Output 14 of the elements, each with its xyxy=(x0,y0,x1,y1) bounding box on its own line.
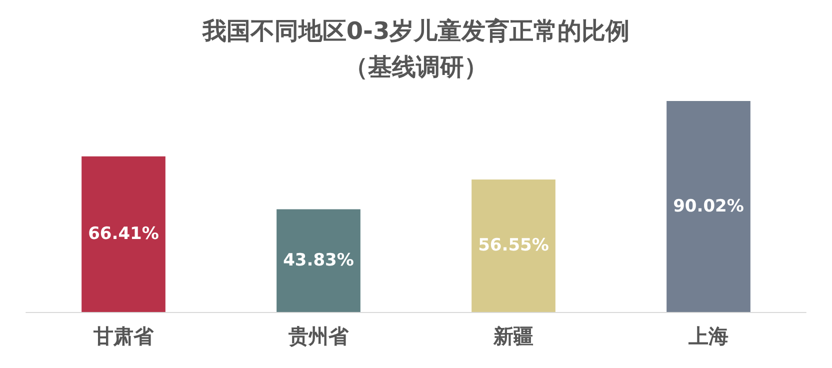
bar xyxy=(82,156,166,312)
x-tick-label: 甘肃省 xyxy=(92,324,154,348)
x-tick-label: 上海 xyxy=(688,324,728,348)
chart-title: 我国不同地区0-3岁儿童发育正常的比例 xyxy=(201,17,630,45)
bar xyxy=(666,101,750,312)
x-tick-label: 贵州省 xyxy=(288,324,350,348)
data-label: 66.41% xyxy=(88,224,159,244)
data-label: 43.83% xyxy=(283,250,354,271)
bar xyxy=(472,179,556,312)
data-label: 56.55% xyxy=(478,236,549,256)
bar xyxy=(276,209,360,312)
chart-subtitle: （基线调研） xyxy=(344,53,488,81)
x-tick-label: 新疆 xyxy=(492,324,534,348)
data-label: 90.02% xyxy=(673,196,744,216)
